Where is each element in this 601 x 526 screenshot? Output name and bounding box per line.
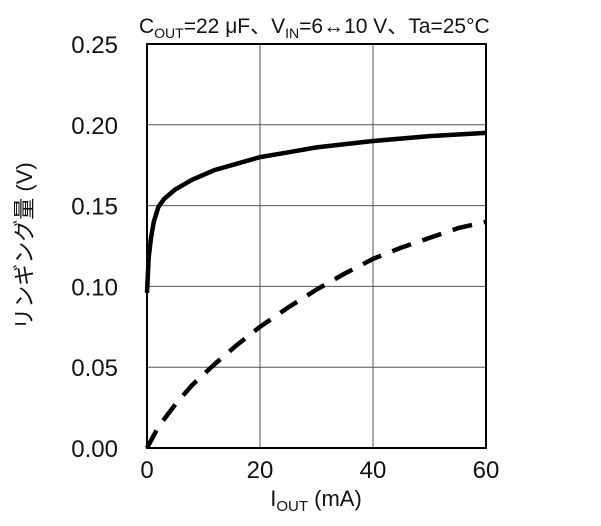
y-tick-label: 0.20	[71, 113, 118, 140]
label-text: (mA)	[308, 486, 362, 511]
x-tick-label: 40	[360, 457, 387, 484]
x-tick-labels: 0 20 40 60	[140, 457, 499, 484]
series-line-solid	[144, 130, 487, 294]
plot-border	[146, 43, 487, 449]
x-axis-label: IOUT (mA)	[270, 486, 362, 515]
chart-title: COUT=22 μF、VIN=6↔10 V、Ta=25°C	[139, 15, 490, 41]
x-tick-label: 0	[140, 457, 153, 484]
x-tick-label: 20	[247, 457, 274, 484]
x-tick-label: 60	[473, 457, 500, 484]
y-tick-label: 0.00	[71, 436, 118, 463]
subscript-text: OUT	[154, 25, 184, 41]
subscript-text: OUT	[276, 498, 308, 515]
y-axis-label: リンギング量 (V)	[12, 162, 37, 329]
subscript-text: IN	[285, 25, 299, 41]
label-text: =22 μF、V	[184, 15, 285, 38]
label-text: =6↔10 V、Ta=25°C	[299, 15, 490, 38]
y-tick-label: 0.15	[71, 194, 118, 221]
y-tick-labels: 0.00 0.05 0.10 0.15 0.20 0.25	[71, 32, 118, 463]
label-text: C	[139, 15, 154, 38]
series-line-dashed	[145, 219, 487, 450]
plot-frame-group	[147, 44, 486, 448]
grid	[147, 44, 486, 448]
plot-background	[147, 44, 486, 448]
y-tick-label: 0.05	[71, 355, 118, 382]
y-tick-label: 0.25	[71, 32, 118, 59]
series-layer	[144, 130, 487, 450]
label-text: I	[270, 486, 276, 511]
y-tick-label: 0.10	[71, 274, 118, 301]
